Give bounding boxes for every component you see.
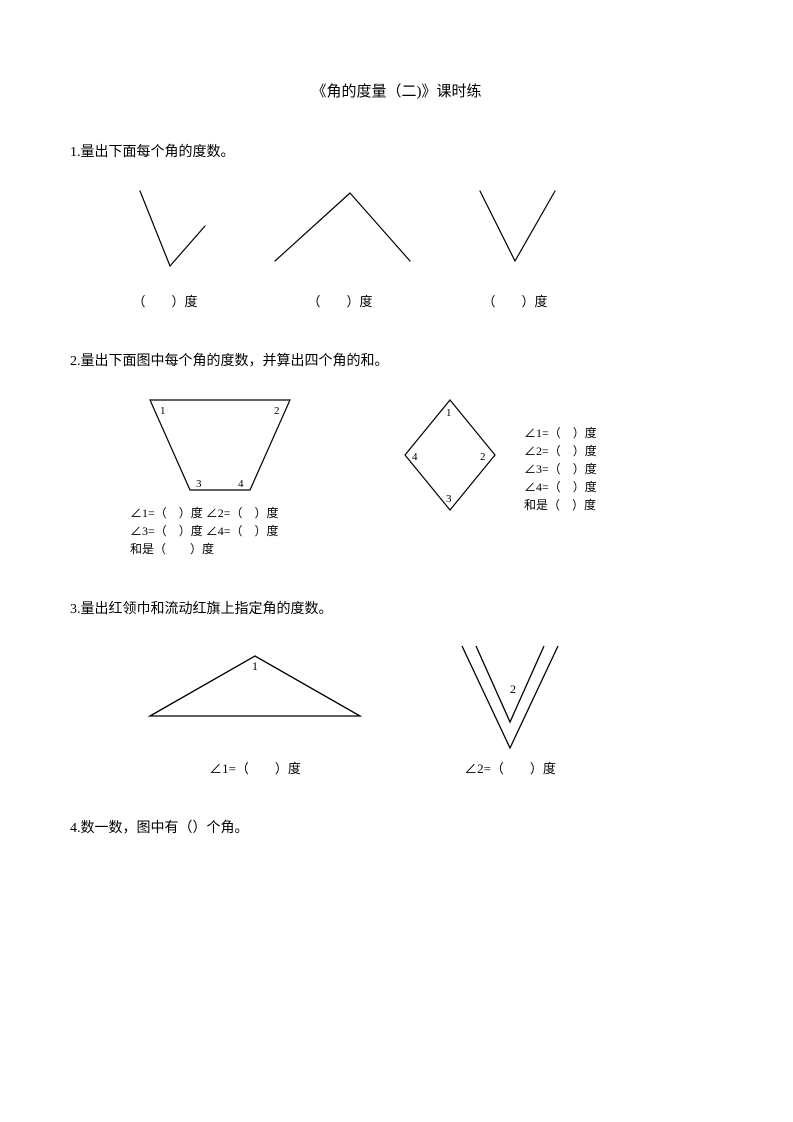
q2-dia-l5: 和是（ ）度 (524, 496, 597, 514)
q2-dia-l4: ∠4=（ ）度 (524, 478, 597, 496)
q2-diamond: 1 2 3 4 ∠1=（ ）度 ∠2=（ ）度 ∠3=（ ）度 ∠4=（ ）度 … (390, 390, 597, 558)
svg-text:1: 1 (160, 405, 166, 417)
question-1: 1.量出下面每个角的度数。 （ ）度 （ ）度 (70, 141, 723, 310)
svg-text:3: 3 (196, 478, 202, 490)
page-title: 《角的度量（二)》课时练 (70, 80, 723, 101)
q2-trapezoid: 1 2 3 4 ∠1=（ ）度 ∠2=（ ）度 ∠3=（ ）度 ∠4=（ ）度 … (130, 390, 310, 558)
q2-dia-l1: ∠1=（ ）度 (524, 424, 597, 442)
question-2: 2.量出下面图中每个角的度数，并算出四个角的和。 1 2 3 4 ∠1=（ ） (70, 350, 723, 558)
q3-blank-1: ∠1=（ ）度 (209, 758, 301, 777)
svg-text:2: 2 (480, 451, 486, 463)
q2-dia-l3: ∠3=（ ）度 (524, 460, 597, 478)
question-4: 4.数一数，图中有（）个角。 (70, 817, 723, 837)
q4-text: 4.数一数，图中有（）个角。 (70, 817, 723, 837)
svg-text:2: 2 (510, 682, 516, 696)
q1-text: 1.量出下面每个角的度数。 (70, 141, 723, 161)
q3-text: 3.量出红领巾和流动红旗上指定角的度数。 (70, 598, 723, 618)
q2-trap-l1: ∠1=（ ）度 ∠2=（ ）度 (130, 504, 310, 522)
q1-angle-1: （ ）度 (110, 181, 220, 310)
svg-text:4: 4 (238, 478, 244, 490)
q3-blank-2: ∠2=（ ）度 (464, 758, 556, 777)
q1-blank-1: （ ）度 (132, 291, 197, 310)
q1-angle-3: （ ）度 (460, 181, 570, 310)
q1-blank-3: （ ）度 (482, 291, 547, 310)
svg-text:2: 2 (274, 405, 280, 417)
svg-text:1: 1 (446, 407, 452, 419)
q1-blank-2: （ ）度 (307, 291, 372, 310)
q1-angle-2: （ ）度 (260, 181, 420, 310)
q3-flag: 2 ∠2=（ ）度 (440, 638, 580, 777)
svg-text:3: 3 (446, 493, 452, 505)
q2-text: 2.量出下面图中每个角的度数，并算出四个角的和。 (70, 350, 723, 370)
svg-text:4: 4 (412, 451, 418, 463)
q2-trap-l3: 和是（ ）度 (130, 540, 310, 558)
q2-dia-l2: ∠2=（ ）度 (524, 442, 597, 460)
svg-text:1: 1 (252, 659, 258, 673)
question-3: 3.量出红领巾和流动红旗上指定角的度数。 1 ∠1=（ ）度 (70, 598, 723, 777)
q2-trap-l2: ∠3=（ ）度 ∠4=（ ）度 (130, 522, 310, 540)
q3-scarf: 1 ∠1=（ ）度 (130, 638, 380, 777)
